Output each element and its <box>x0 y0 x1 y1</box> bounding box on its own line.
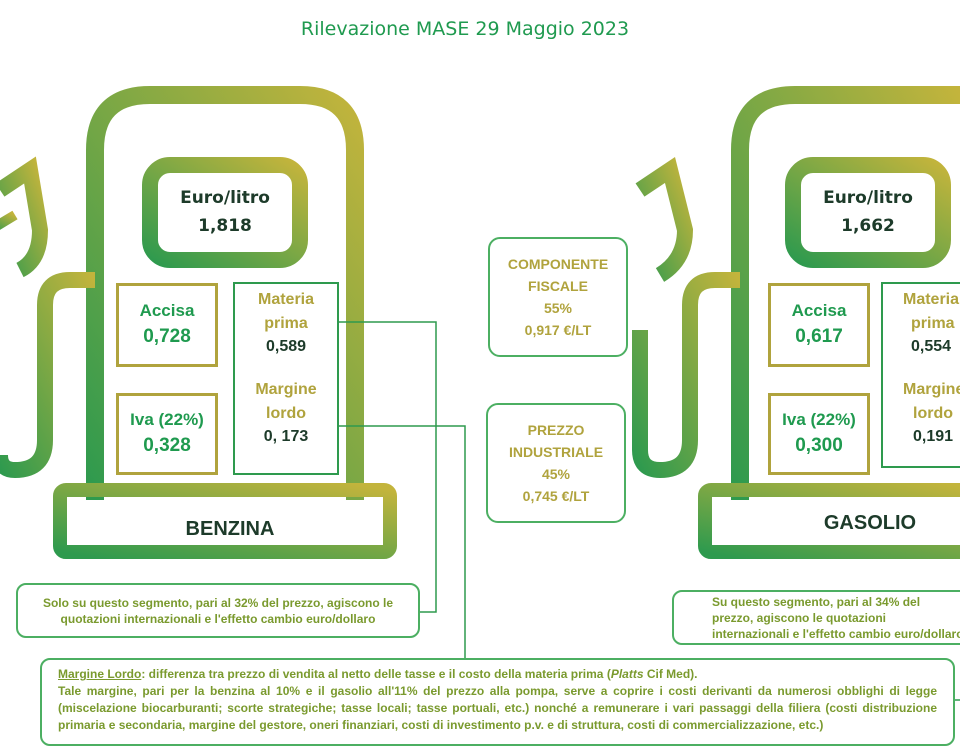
gasolio-margine-value: 0,191 <box>913 428 954 445</box>
footnote-body: Tale margine, pari per la benzina al 10%… <box>58 684 937 732</box>
gasolio-iva-value: 0,300 <box>795 435 843 456</box>
gasolio-iva-box: Iva (22%) 0,300 <box>768 393 870 475</box>
gasolio-pump-icon <box>632 86 960 559</box>
benzina-materia-label-2: prima <box>264 315 308 332</box>
gasolio-note: Su questo segmento, pari al 34% del prez… <box>672 590 960 645</box>
componente-fiscale-percent: 55% <box>543 300 573 316</box>
gasolio-materia-label-1: Materia <box>903 291 960 308</box>
gasolio-materia-label-2: prima <box>911 315 955 332</box>
benzina-note: Solo su questo segmento, pari al 32% del… <box>16 583 420 638</box>
componente-fiscale-box: COMPONENTE FISCALE 55% 0,917 €/LT <box>488 237 628 357</box>
gasolio-margine-label-1: Margine <box>903 381 960 398</box>
componente-fiscale-value: 0,917 €/LT <box>524 322 592 338</box>
footnote-line-1: Margine Lordo: differenza tra prezzo di … <box>58 666 937 683</box>
gasolio-iva-label: Iva (22%) <box>782 410 856 429</box>
footnote-definition: : differenza tra prezzo di vendita al ne… <box>141 667 611 681</box>
benzina-price-screen: Euro/litro 1,818 <box>160 188 290 236</box>
benzina-margine-label-2: lordo <box>266 405 306 422</box>
gasolio-accisa-value: 0,617 <box>795 326 843 347</box>
gasolio-accisa-label: Accisa <box>791 301 847 320</box>
footnote-term: Margine Lordo <box>58 667 142 681</box>
prezzo-industriale-box: PREZZO INDUSTRIALE 45% 0,745 €/LT <box>486 403 626 523</box>
benzina-pump-icon <box>0 86 397 559</box>
gasolio-price: 1,662 <box>841 216 895 236</box>
gasolio-price-screen: Euro/litro 1,662 <box>803 188 933 236</box>
benzina-price: 1,818 <box>198 216 252 236</box>
page-title: Rilevazione MASE 29 Maggio 2023 <box>300 18 630 40</box>
benzina-iva-label: Iva (22%) <box>130 410 204 429</box>
gasolio-accisa-box: Accisa 0,617 <box>768 283 870 367</box>
benzina-iva-box: Iva (22%) 0,328 <box>116 393 218 475</box>
componente-fiscale-label-2: FISCALE <box>528 278 588 294</box>
benzina-materia-margine-box: Materia prima 0,589 Margine lordo 0, 173 <box>233 282 339 475</box>
benzina-materia-value: 0,589 <box>265 338 307 355</box>
benzina-accisa-value: 0,728 <box>143 326 191 347</box>
benzina-accisa-box: Accisa 0,728 <box>116 283 218 367</box>
gasolio-materia-value: 0,554 <box>911 338 952 355</box>
prezzo-industriale-label-2: INDUSTRIALE <box>508 444 604 460</box>
benzina-margine-value: 0, 173 <box>263 428 309 445</box>
prezzo-industriale-value: 0,745 €/LT <box>522 488 590 504</box>
prezzo-industriale-percent: 45% <box>541 466 571 482</box>
gasolio-screen-label: Euro/litro <box>823 188 913 208</box>
prezzo-industriale-label-1: PREZZO <box>527 422 585 438</box>
benzina-screen-label: Euro/litro <box>180 188 270 208</box>
benzina-fuel-label: BENZINA <box>185 518 275 540</box>
gasolio-margine-label-2: lordo <box>913 405 953 422</box>
componente-fiscale-label-1: COMPONENTE <box>507 256 609 272</box>
footnote-source: Platts <box>610 667 644 681</box>
gasolio-fuel-label: GASOLIO <box>823 512 917 534</box>
footnote-definition-end: Cif Med). <box>643 667 698 681</box>
benzina-margine-label-1: Margine <box>255 381 317 398</box>
gasolio-materia-margine-box: Materia prima 0,554 Margine lordo 0,191 <box>881 282 960 468</box>
benzina-iva-value: 0,328 <box>143 435 191 456</box>
benzina-materia-label-1: Materia <box>257 291 315 308</box>
benzina-accisa-label: Accisa <box>139 301 195 320</box>
margine-lordo-footnote: Margine Lordo: differenza tra prezzo di … <box>40 658 955 746</box>
